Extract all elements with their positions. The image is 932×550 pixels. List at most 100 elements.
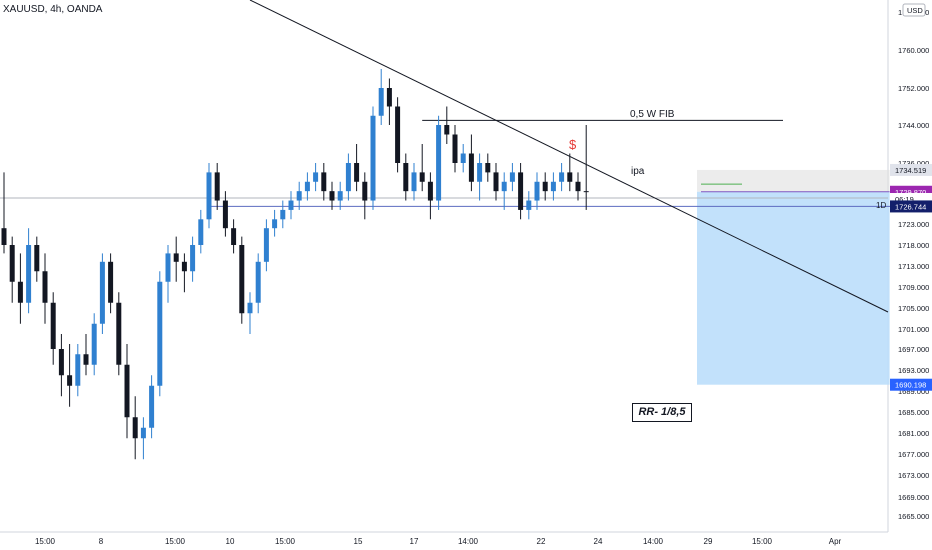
candle-body [296, 191, 302, 201]
price-tag-label: 06:19 [895, 195, 914, 204]
candle-body [493, 172, 499, 192]
candle-body [173, 253, 179, 262]
candle-body [444, 125, 450, 135]
price-tag-label: 1734.519 [895, 166, 926, 175]
candle-body [370, 115, 376, 201]
candle-body [157, 281, 163, 386]
candle-body [419, 172, 425, 182]
candle-body [386, 88, 392, 107]
candle-body [34, 245, 40, 272]
candle-body [26, 245, 32, 303]
price-tag-label: 1726.744 [895, 202, 926, 211]
candle-body [526, 200, 532, 210]
x-tick-label: 15:00 [35, 537, 56, 546]
candle-body [42, 271, 48, 303]
target-zone [697, 191, 890, 385]
candle-body [91, 323, 97, 365]
x-tick-label: 15 [354, 537, 363, 546]
y-tick-label: 1718.000 [898, 241, 929, 250]
fib-label: 0,5 W FIB [630, 109, 675, 120]
price-tag-bg [890, 163, 932, 176]
candle-body [198, 219, 204, 245]
candle-body [403, 163, 409, 192]
candle-body [567, 172, 573, 182]
x-tick-label: 15:00 [275, 537, 296, 546]
candle-body [67, 375, 73, 386]
y-tick-label: 1697.000 [898, 345, 929, 354]
candle-body [231, 228, 237, 245]
y-tick-label: 1685.000 [898, 408, 929, 417]
y-tick-label: 1681.000 [898, 429, 929, 438]
candle-body [468, 153, 474, 182]
x-tick-label: 8 [99, 537, 104, 546]
candle-body [501, 181, 507, 192]
y-tick-label: 1673.000 [898, 471, 929, 480]
candle-body [247, 302, 253, 314]
candle-body [304, 181, 310, 192]
candle-body [321, 172, 327, 192]
candle-body [337, 191, 343, 201]
currency-label: USD [907, 6, 923, 15]
candle-body [395, 106, 401, 163]
price-tag-bg [890, 200, 932, 213]
candle-body [75, 354, 81, 386]
rr-label: RR- 1/8,5 [632, 403, 692, 422]
candle-body [345, 163, 351, 192]
candle-body [116, 302, 122, 365]
candle-body [288, 200, 294, 210]
x-tick-label: 10 [226, 537, 235, 546]
candle-body [329, 191, 335, 201]
candle-body [542, 181, 548, 192]
y-tick-label: 1744.000 [898, 121, 929, 130]
candle-body [452, 134, 458, 163]
candle-body [534, 181, 540, 201]
trendline [249, 0, 889, 313]
candle-body [255, 261, 261, 303]
candle-body [83, 354, 89, 365]
price-axis-bg [888, 0, 932, 550]
candle-body [485, 163, 491, 173]
x-tick-label: 15:00 [752, 537, 773, 546]
y-tick-label: 1723.000 [898, 220, 929, 229]
candle-body [17, 281, 23, 303]
y-tick-label: 1677.000 [898, 450, 929, 459]
ipa-label: ipa [631, 166, 645, 177]
candle-body [477, 163, 483, 182]
price-tag-label: 1729.870 [895, 188, 926, 197]
candle-body [214, 172, 220, 201]
x-tick-label: 17 [410, 537, 419, 546]
candle-body [313, 172, 319, 182]
candle-body [575, 181, 581, 192]
x-tick-label: 14:00 [458, 537, 479, 546]
candle-body [436, 125, 442, 201]
candle-body [124, 364, 130, 418]
candle-body [149, 385, 155, 428]
candle-body [411, 172, 417, 192]
x-tick-label: 24 [594, 537, 603, 546]
y-tick-label: 1693.000 [898, 366, 929, 375]
currency-box [902, 3, 926, 17]
candle-body [99, 261, 105, 324]
candle-body [354, 163, 360, 182]
candle-body [132, 417, 138, 439]
candle-body [239, 245, 245, 314]
candle-body [222, 200, 228, 229]
y-tick-label: 1665.000 [898, 512, 929, 521]
y-tick-label: 1709.000 [898, 283, 929, 292]
x-tick-label: 29 [704, 537, 713, 546]
y-tick-label: 1736.000 [898, 159, 929, 168]
y-tick-label: 1701.000 [898, 325, 929, 334]
candle-body [280, 209, 286, 220]
y-tick-label: 1689.000 [898, 387, 929, 396]
candle-body [583, 191, 589, 193]
y-tick-label: 1705.000 [898, 304, 929, 313]
y-tick-label: 1713.000 [898, 262, 929, 271]
candle-body [460, 153, 466, 163]
candle-body [550, 181, 556, 192]
candle-body [518, 172, 524, 210]
timeframe-marker: 1D [876, 201, 886, 210]
candle-body [181, 261, 187, 272]
candle-body [165, 253, 171, 282]
candle-body [263, 228, 269, 262]
